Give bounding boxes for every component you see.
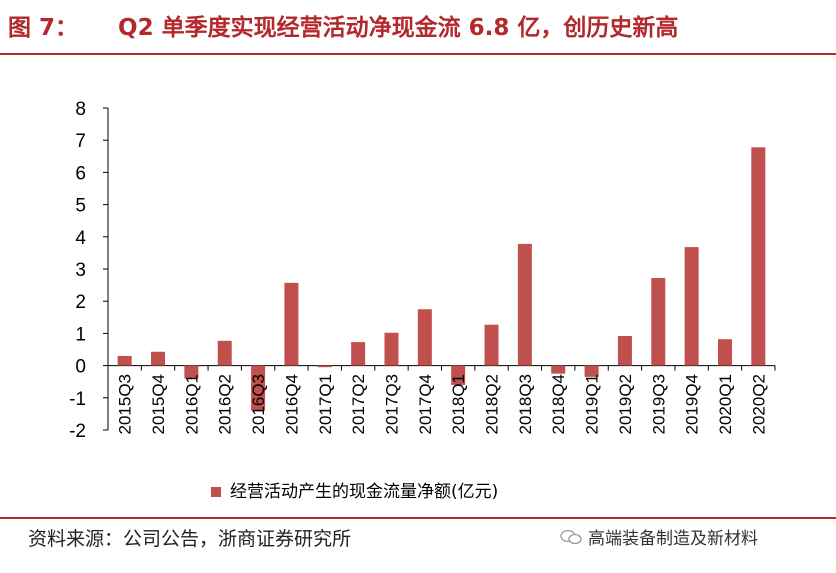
y-tick-label: 0 <box>75 357 86 378</box>
x-tick-labels: 2015Q3 2015Q4 2016Q1 2016Q2 2016Q3 2016Q4 2017… <box>116 374 769 435</box>
watermark: 高端装备制造及新材料 <box>560 524 758 549</box>
y-tick-label: 5 <box>75 196 86 217</box>
bar-2017Q4 <box>417 309 432 366</box>
bar-2017Q1 <box>317 365 332 368</box>
x-tick-label: 2016Q2 <box>216 374 235 435</box>
y-tick-label: 4 <box>75 228 86 249</box>
bar-2017Q3 <box>384 332 399 366</box>
x-tick-label: 2020Q1 <box>716 374 735 435</box>
y-tick-label: 8 <box>75 99 86 120</box>
bar-2020Q1 <box>717 339 732 366</box>
title-divider <box>0 53 836 55</box>
bar-2015Q3 <box>117 355 132 366</box>
x-tick-label: 2017Q2 <box>349 374 368 435</box>
bar-2018Q1 <box>451 365 466 385</box>
x-tick-label: 2018Q3 <box>516 374 535 435</box>
wechat-icon <box>560 529 582 544</box>
x-tick-label: 2019Q2 <box>616 374 635 435</box>
x-tick-label: 2019Q1 <box>583 374 602 435</box>
x-tick-label: 2017Q1 <box>316 374 335 435</box>
bar-2016Q1 <box>184 365 199 379</box>
figure-title-text: Q2 单季度实现经营活动净现金流 6.8 亿，创历史新高 <box>118 15 679 41</box>
bar-2016Q3 <box>251 365 266 411</box>
bar-2018Q4 <box>551 365 566 374</box>
y-tick-labels: -2 -1 0 1 2 3 4 5 6 7 8 <box>69 99 86 442</box>
watermark-text: 高端装备制造及新材料 <box>588 529 758 549</box>
y-tick-label: 7 <box>75 131 86 152</box>
x-tick-label: 2019Q4 <box>683 374 702 435</box>
footer-divider <box>0 517 836 519</box>
bar-2019Q4 <box>684 247 699 366</box>
figure-label: 图 7： <box>8 15 79 41</box>
bar-2020Q2 <box>751 147 766 366</box>
bar-2017Q2 <box>351 342 366 366</box>
x-tick-label: 2016Q1 <box>182 374 201 435</box>
x-tick-label: 2016Q3 <box>249 374 268 435</box>
y-tick-label: 3 <box>75 260 86 281</box>
chart-axes <box>103 107 776 431</box>
y-tick-label: 6 <box>75 163 86 184</box>
x-tick-label: 2017Q4 <box>416 374 435 435</box>
bar-2016Q2 <box>217 340 232 366</box>
x-tick-label: 2018Q2 <box>483 374 502 435</box>
y-tick-label: -1 <box>69 389 86 410</box>
bar-2018Q3 <box>517 243 532 366</box>
x-tick-label: 2016Q4 <box>282 374 301 435</box>
bar-2015Q4 <box>151 351 166 366</box>
bar-2019Q1 <box>584 365 599 377</box>
x-tick-label: 2019Q3 <box>649 374 668 435</box>
figure-title: 图 7： Q2 单季度实现经营活动净现金流 6.8 亿，创历史新高 <box>8 6 828 50</box>
x-tick-label: 2015Q4 <box>149 374 168 435</box>
source-note: 资料来源：公司公告，浙商证券研究所 <box>28 528 352 550</box>
chart-legend: 经营活动产生的现金流量净额(亿元) <box>211 482 498 502</box>
x-tick-label: 2018Q1 <box>449 374 468 435</box>
legend-label: 经营活动产生的现金流量净额(亿元) <box>230 482 498 502</box>
x-tick-label: 2017Q3 <box>382 374 401 435</box>
y-tick-label: -2 <box>69 421 86 442</box>
bar-2019Q3 <box>651 278 666 366</box>
bar-2019Q2 <box>617 335 632 366</box>
chart-bars <box>117 147 766 411</box>
x-tick-label: 2015Q3 <box>116 374 135 435</box>
x-tick-label: 2018Q4 <box>549 374 568 435</box>
y-tick-label: 1 <box>75 324 86 345</box>
legend-swatch <box>211 487 221 497</box>
x-tick-label: 2020Q2 <box>749 374 768 435</box>
bar-2018Q2 <box>484 324 499 366</box>
bar-2016Q4 <box>284 282 299 366</box>
y-tick-label: 2 <box>75 292 86 313</box>
